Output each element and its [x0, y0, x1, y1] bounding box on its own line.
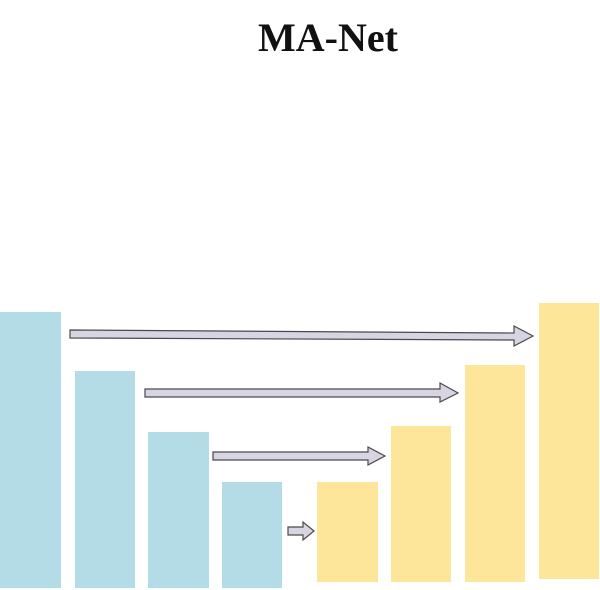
skip-connection-3	[212, 446, 387, 466]
decoder-block-2	[391, 426, 451, 582]
decoder-block-3	[465, 365, 525, 582]
decoder-block-1	[317, 482, 378, 582]
encoder-block-4	[222, 482, 282, 588]
encoder-block-3	[148, 432, 209, 588]
encoder-block-2	[75, 371, 135, 588]
diagram-title: MA-Net	[258, 15, 398, 60]
skip-connection-2	[144, 381, 460, 403]
encoder-block-1	[0, 312, 61, 588]
decoder-block-4	[539, 303, 599, 579]
skip-connection-1	[69, 325, 535, 347]
bottleneck-arrow	[287, 520, 315, 542]
